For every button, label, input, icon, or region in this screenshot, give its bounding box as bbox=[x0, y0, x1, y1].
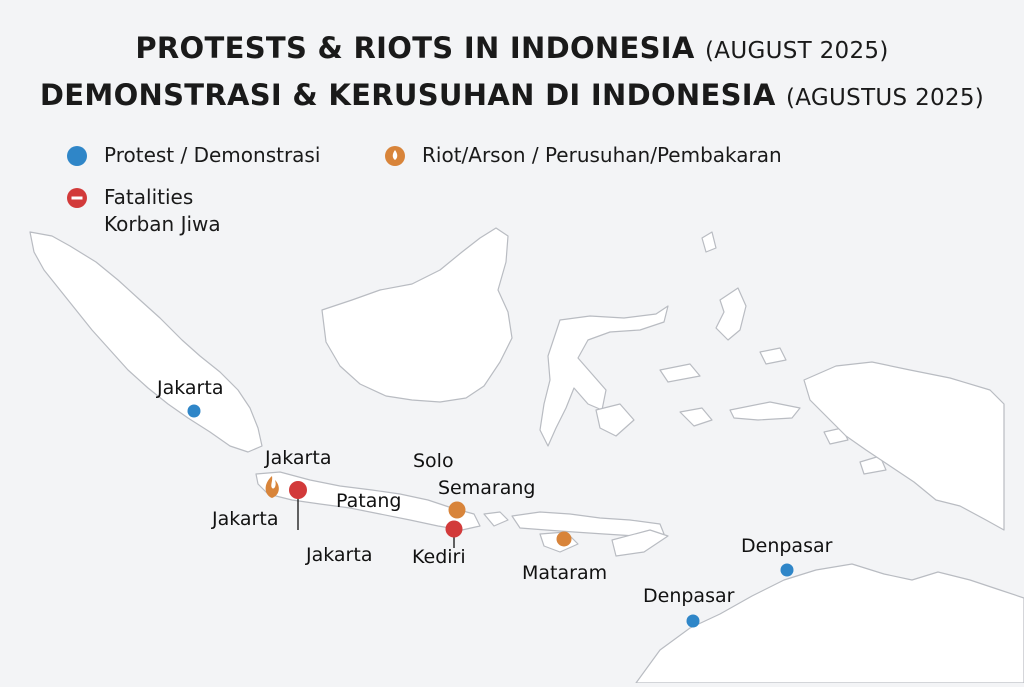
island-java bbox=[255, 471, 481, 531]
label-mataram: Mataram bbox=[522, 562, 607, 584]
markers bbox=[187, 404, 794, 628]
island-small-1 bbox=[759, 347, 787, 365]
island-sumatra bbox=[29, 231, 263, 453]
label-denpasar-south: Denpasar bbox=[643, 585, 735, 607]
island-sumba-timor bbox=[611, 529, 669, 557]
island-bali bbox=[483, 511, 509, 527]
label-patang: Patang bbox=[336, 490, 401, 512]
landmasses bbox=[29, 227, 1024, 684]
island-small-4 bbox=[859, 455, 887, 475]
title-line-english: PROTESTS & RIOTS IN INDONESIA (AUGUST 20… bbox=[0, 26, 1024, 73]
marker-fatality-jakarta[interactable] bbox=[289, 481, 307, 499]
title-block: PROTESTS & RIOTS IN INDONESIA (AUGUST 20… bbox=[0, 26, 1024, 120]
label-jakarta-bottom: Jakarta bbox=[305, 544, 372, 566]
title-english-date: (AUGUST 2025) bbox=[705, 38, 889, 64]
island-sulawesi-se bbox=[595, 403, 635, 437]
title-line-indonesian: DEMONSTRASI & KERUSUHAN DI INDONESIA (AG… bbox=[0, 73, 1024, 120]
flame-icon bbox=[385, 146, 405, 166]
protest-dot-icon bbox=[67, 146, 87, 166]
title-indonesian-date: (AGUSTUS 2025) bbox=[786, 85, 985, 111]
island-borneo bbox=[321, 227, 513, 403]
label-sumatra-jakarta: Jakarta bbox=[156, 377, 223, 399]
legend-label-korban-jiwa: Korban Jiwa bbox=[104, 212, 221, 236]
island-papua bbox=[803, 361, 1005, 531]
title-english: PROTESTS & RIOTS IN INDONESIA bbox=[135, 31, 695, 65]
marker-riot-semarang[interactable] bbox=[448, 501, 466, 519]
marker-riot-mataram[interactable] bbox=[556, 531, 572, 547]
island-lombok-sumbawa bbox=[511, 511, 665, 537]
fatality-icon bbox=[67, 188, 87, 208]
marker-protest-denpasar-east[interactable] bbox=[780, 563, 794, 577]
place-labels: Jakarta Jakarta Jakarta Jakarta Patang S… bbox=[156, 377, 833, 607]
legend-label-fatalities: Fatalities bbox=[104, 185, 194, 209]
island-halmahera bbox=[715, 287, 747, 341]
marker-riot-jakarta[interactable] bbox=[265, 476, 279, 498]
legend: Protest / Demonstrasi Riot/Arson / Perus… bbox=[66, 140, 826, 240]
island-small-5 bbox=[701, 231, 717, 253]
legend-item-riot: Riot/Arson / Perusuhan/Pembakaran bbox=[384, 142, 782, 169]
label-semarang: Semarang bbox=[438, 477, 535, 499]
legend-item-protest: Protest / Demonstrasi bbox=[66, 142, 320, 169]
legend-item-fatalities: Fatalities Korban Jiwa bbox=[66, 184, 221, 238]
label-jakarta-top: Jakarta bbox=[264, 447, 331, 469]
island-buru bbox=[679, 407, 713, 427]
label-solo: Solo bbox=[413, 450, 454, 472]
label-denpasar-east: Denpasar bbox=[741, 535, 833, 557]
title-indonesian: DEMONSTRASI & KERUSUHAN DI INDONESIA bbox=[39, 78, 776, 112]
island-small-2 bbox=[659, 363, 701, 383]
label-jakarta-left: Jakarta bbox=[211, 508, 278, 530]
marker-fatality-kediri[interactable] bbox=[445, 520, 463, 538]
label-kediri: Kediri bbox=[412, 546, 466, 568]
legend-label-riot: Riot/Arson / Perusuhan/Pembakaran bbox=[422, 143, 782, 167]
island-seram bbox=[729, 401, 801, 421]
marker-protest-denpasar-south[interactable] bbox=[686, 614, 700, 628]
marker-protest-sumatra-jakarta[interactable] bbox=[187, 404, 201, 418]
australia-coast bbox=[635, 563, 1024, 684]
legend-label-protest: Protest / Demonstrasi bbox=[104, 143, 321, 167]
island-sulawesi bbox=[539, 305, 669, 447]
